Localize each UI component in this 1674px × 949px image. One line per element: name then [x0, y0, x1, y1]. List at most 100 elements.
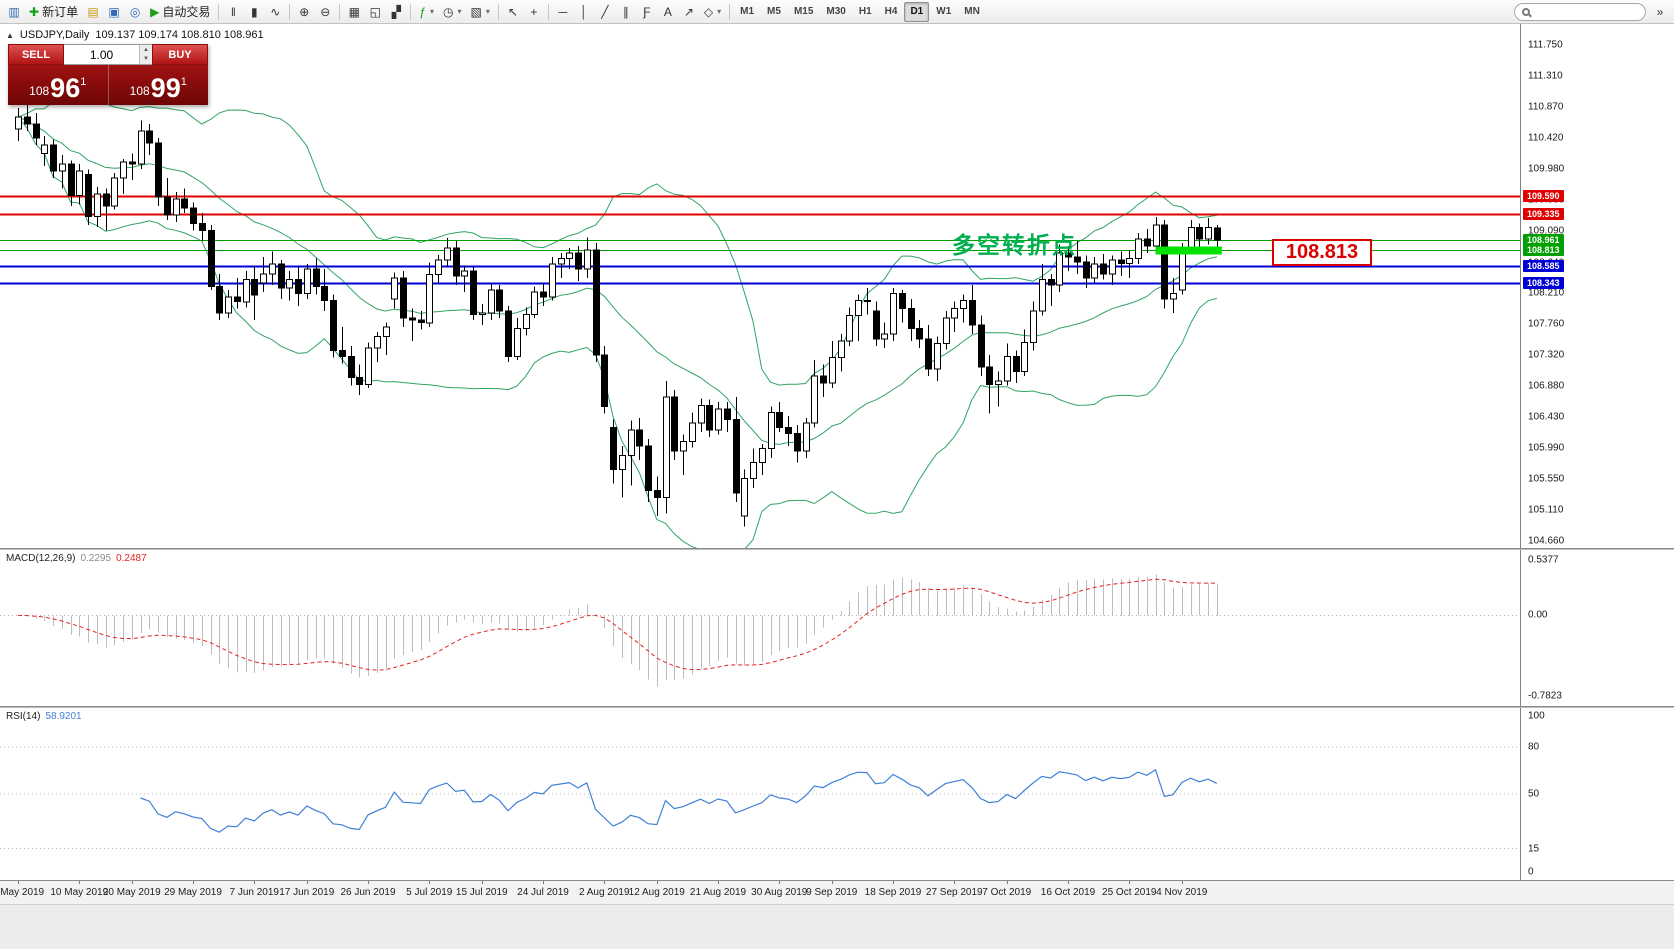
price-tick-label: 106.430 — [1528, 411, 1565, 423]
periods-icon[interactable]: ◷ ▾ — [439, 2, 466, 22]
main-chart-svg[interactable] — [0, 24, 1520, 548]
rsi-label: RSI(14) 58.9201 — [6, 711, 82, 722]
timeframe-m15[interactable]: M15 — [788, 2, 819, 22]
zoom-in-icon[interactable]: ⊕ — [294, 2, 314, 22]
time-tick-label: 2 Aug 2019 — [578, 887, 630, 898]
bar-chart-mode-icon[interactable]: ǁ — [223, 2, 243, 22]
tile-windows-icon[interactable]: ▦ — [344, 2, 364, 22]
macd-svg[interactable] — [0, 550, 1520, 706]
bollinger-upper-band[interactable] — [17, 98, 1217, 386]
toolbar-separator — [410, 3, 412, 20]
toolbar-right: » — [1514, 2, 1670, 22]
timeframe-m1[interactable]: M1 — [734, 2, 760, 22]
horizontal-line-icon[interactable]: ─ — [553, 2, 573, 22]
time-tick — [307, 881, 308, 884]
trendline-icon[interactable]: ╱ — [595, 2, 615, 22]
chart-ohlc-values: 109.137 109.174 108.810 108.961 — [95, 29, 264, 41]
crosshair-icon[interactable]: + — [524, 2, 544, 22]
rsi-tick-label: 15 — [1528, 843, 1540, 855]
arrows-icon[interactable]: ↗ — [679, 2, 699, 22]
cascade-windows-icon[interactable]: ◱ — [365, 2, 385, 22]
buy-button[interactable]: BUY — [152, 44, 208, 65]
rsi-scale[interactable]: 100 80 50 15 0 — [1520, 708, 1674, 880]
toolbar-separator — [729, 3, 731, 20]
text-label-icon[interactable]: A — [658, 2, 678, 22]
profiles-icon[interactable]: ▤ — [83, 2, 103, 22]
main-price-scale[interactable]: 111.750 111.310 110.870 110.420 109.980 109.5… — [1520, 24, 1674, 548]
one-click-trading-panel: SELL ▲ ▼ BUY 108 96 1 108 — [8, 44, 208, 105]
price-tick-label: 110.420 — [1528, 132, 1564, 144]
panel-splitter[interactable] — [0, 548, 1674, 550]
equidistant-channel-icon[interactable]: ∥ — [616, 2, 636, 22]
search-input[interactable] — [1535, 5, 1635, 18]
search-box[interactable] — [1514, 2, 1646, 21]
line-chart-mode-icon[interactable]: ∿ — [265, 2, 285, 22]
sell-price[interactable]: 108 96 1 — [8, 65, 108, 105]
fibonacci-icon[interactable]: Ƒ — [637, 2, 657, 22]
arrange-windows-icon: ▞ — [391, 4, 401, 19]
time-tick-label: 7 Oct 2019 — [982, 887, 1032, 898]
text-label-icon: A — [663, 4, 672, 19]
price-tick-label: 106.880 — [1528, 380, 1565, 392]
time-tick-label: 16 Oct 2019 — [1040, 887, 1096, 898]
buy-price[interactable]: 108 99 1 — [107, 65, 209, 105]
price-level-box[interactable]: 108.813 — [1272, 239, 1372, 266]
toolbar-separator — [339, 3, 341, 20]
time-tick — [429, 881, 430, 884]
time-tick — [657, 881, 658, 884]
timeframe-d1[interactable]: D1 — [904, 1, 930, 22]
macd-panel[interactable]: 0.5377 0.00 -0.7823 MACD(12,26,9) 0.2295 0… — [0, 550, 1674, 706]
timeframe-m30[interactable]: M30 — [820, 2, 851, 22]
time-tick-label: 7 Jun 2019 — [229, 887, 280, 898]
main-chart-panel[interactable]: 111.750 111.310 110.870 110.420 109.980 109.5… — [0, 24, 1674, 548]
price-tick-label: 105.550 — [1528, 473, 1565, 485]
timeframe-w1[interactable]: W1 — [930, 2, 957, 22]
timeframe-m5[interactable]: M5 — [761, 2, 787, 22]
vertical-line-icon[interactable]: │ — [574, 2, 594, 22]
time-tick — [482, 881, 483, 884]
data-window-icon[interactable]: ▣ — [104, 2, 124, 22]
time-tick-label: 24 Jul 2019 — [517, 887, 569, 898]
autotrading-button[interactable]: ▶ 自动交易 — [146, 2, 214, 22]
fibonacci-icon: Ƒ — [643, 4, 651, 19]
time-tick — [1129, 881, 1130, 884]
time-tick-label: 17 Jun 2019 — [279, 887, 335, 898]
time-tick — [543, 881, 544, 884]
panel-splitter[interactable] — [0, 706, 1674, 708]
volume-input[interactable] — [64, 45, 139, 64]
candlesticks — [15, 103, 1221, 527]
new-chart-icon[interactable]: ▥ — [4, 2, 24, 22]
rsi-line[interactable] — [140, 768, 1218, 833]
indicators-icon[interactable]: ƒ ▾ — [415, 2, 438, 22]
time-tick — [1068, 881, 1069, 884]
toolbar-separator — [218, 3, 220, 20]
arrange-windows-icon[interactable]: ▞ — [386, 2, 406, 22]
shapes-icon[interactable]: ◇ ▾ — [700, 2, 725, 22]
rsi-level-lines — [0, 746, 1520, 850]
volume-up-icon[interactable]: ▲ — [140, 45, 152, 55]
timeframe-mn[interactable]: MN — [958, 2, 986, 22]
new-order-button[interactable]: ✚ 新订单 — [25, 2, 82, 22]
volume-down-icon[interactable]: ▼ — [140, 54, 152, 64]
bollinger-middle-band[interactable] — [17, 116, 1217, 445]
annotation-text[interactable]: 多空转折点 — [952, 232, 1077, 258]
macd-signal-line[interactable] — [17, 578, 1217, 671]
templates-icon[interactable]: ▧ ▾ — [467, 2, 494, 22]
tile-windows-icon: ▦ — [348, 4, 360, 19]
timeframe-h1[interactable]: H1 — [853, 2, 878, 22]
rsi-svg[interactable] — [0, 708, 1520, 880]
timeframe-h4[interactable]: H4 — [879, 2, 904, 22]
terminal-icon[interactable]: ◎ — [125, 2, 145, 22]
sell-button[interactable]: SELL — [8, 44, 64, 65]
zoom-out-icon[interactable]: ⊖ — [315, 2, 335, 22]
bollinger-lower-band[interactable] — [17, 116, 1217, 548]
toolbar-more-icon[interactable]: » — [1650, 2, 1670, 22]
trendline-icon: ╱ — [601, 4, 609, 19]
rsi-panel[interactable]: 100 80 50 15 0 RSI(14) 58.9201 — [0, 708, 1674, 880]
highlight-bar[interactable] — [1155, 246, 1222, 255]
indicators-icon-dropdown-icon: ▾ — [430, 7, 435, 16]
candlestick-mode-icon[interactable]: ▮ — [244, 2, 264, 22]
cursor-icon[interactable]: ↖ — [503, 2, 523, 22]
macd-scale[interactable]: 0.5377 0.00 -0.7823 — [1520, 550, 1674, 706]
